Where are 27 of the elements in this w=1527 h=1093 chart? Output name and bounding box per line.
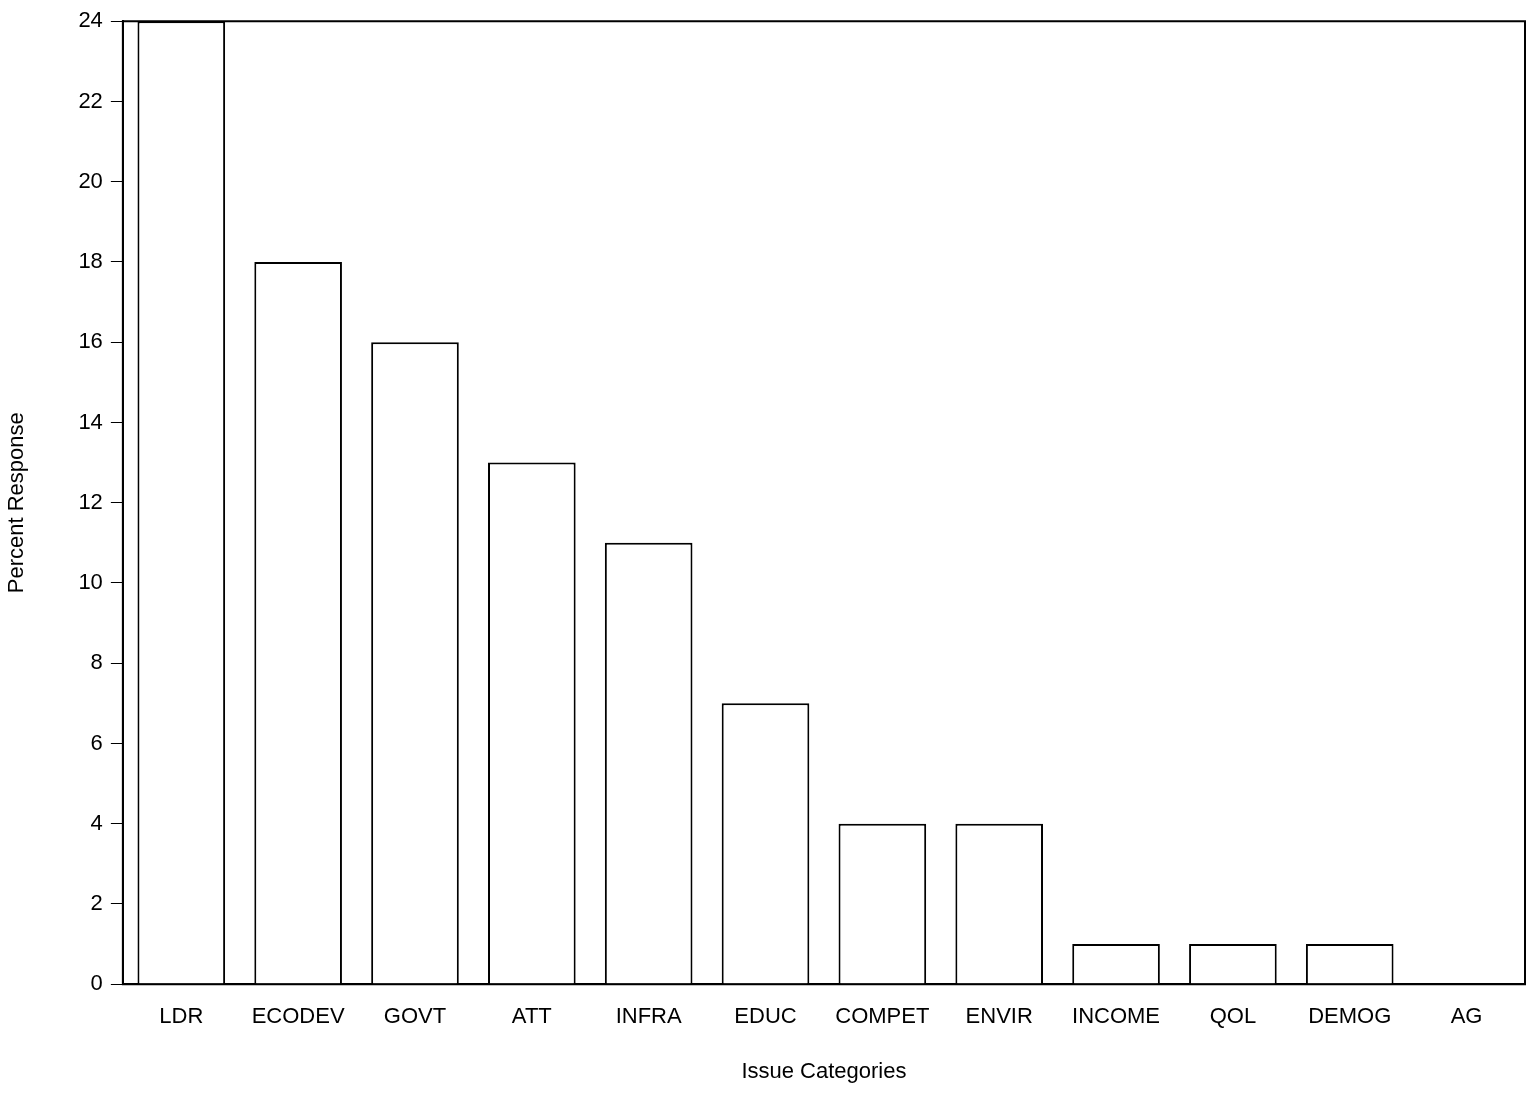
y-axis-title: Percent Response [3,412,29,594]
y-tick-label: 2 [90,890,103,916]
y-tick-label: 20 [78,167,103,193]
x-tick-label: ECODEV [251,1003,345,1029]
y-tick-label: 4 [90,809,103,835]
x-tick-label: GOVT [383,1003,447,1029]
y-tick-label: 24 [78,7,103,33]
y-tick-label: 16 [78,328,103,354]
x-tick-label: ATT [511,1003,552,1029]
x-tick-label: QOL [1209,1003,1257,1029]
y-tick-label: 10 [78,569,103,595]
x-tick-label: COMPET [835,1003,930,1029]
x-tick-label: INCOME [1072,1003,1161,1029]
y-tick-label: 18 [78,248,103,274]
y-tick-label: 6 [90,729,103,755]
x-tick-label: LDR [159,1003,204,1029]
x-tick-label: DEMOG [1308,1003,1392,1029]
x-tick-label: ENVIR [965,1003,1033,1029]
x-tick-label: EDUC [734,1003,797,1029]
y-tick-label: 8 [90,649,103,675]
x-axis-title: Issue Categories [741,1057,907,1083]
y-tick-label: 0 [90,970,103,996]
y-tick-label: 12 [78,488,103,514]
x-tick-label: INFRA [615,1003,682,1029]
x-tick-label: AG [1450,1003,1483,1029]
y-tick-label: 22 [78,87,103,113]
y-tick-label: 14 [78,408,103,434]
